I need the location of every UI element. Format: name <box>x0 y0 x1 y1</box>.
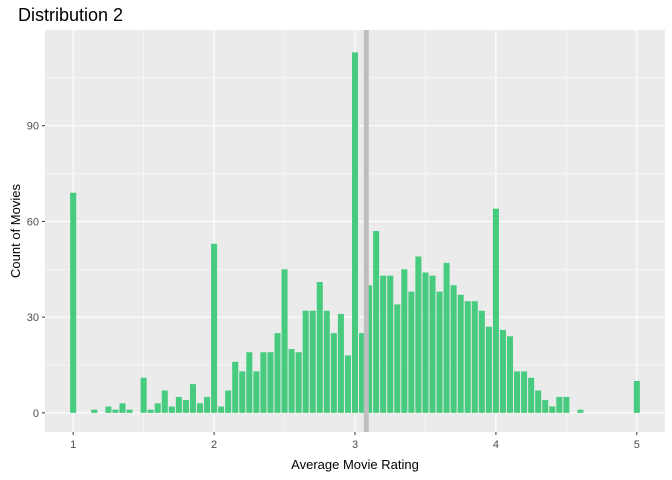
histogram-bar <box>401 269 408 413</box>
histogram-bars <box>70 52 640 413</box>
histogram-bar <box>281 269 288 413</box>
histogram-bar <box>126 409 133 413</box>
x-tick-label: 1 <box>70 439 76 451</box>
histogram-bar <box>344 355 351 413</box>
histogram-bar <box>253 371 260 413</box>
histogram-bar <box>309 310 316 413</box>
histogram-bar <box>408 291 415 413</box>
histogram-bar <box>521 371 528 413</box>
histogram-bar <box>239 371 246 413</box>
histogram-bar <box>302 310 309 413</box>
histogram-bar <box>506 336 514 413</box>
histogram-bar <box>267 352 274 413</box>
histogram-bar <box>112 409 119 413</box>
histogram-bar <box>274 333 281 413</box>
histogram-bar <box>528 377 535 413</box>
histogram-bar <box>168 406 175 413</box>
histogram-bar <box>260 352 267 413</box>
histogram-bar <box>288 349 295 413</box>
y-tick-label: 60 <box>27 216 39 228</box>
histogram-bar <box>457 294 464 413</box>
histogram-bar <box>189 384 196 413</box>
histogram-bar <box>323 310 330 413</box>
histogram-bar <box>633 380 640 413</box>
histogram-bar <box>366 285 373 413</box>
histogram-bar <box>70 192 77 413</box>
histogram-bar <box>549 406 556 413</box>
histogram-bar <box>246 352 253 413</box>
histogram-bar <box>154 403 161 413</box>
x-tick-label: 2 <box>211 439 217 451</box>
histogram-bar <box>499 329 506 413</box>
x-tick-label: 4 <box>493 439 499 451</box>
histogram-bar <box>105 406 112 413</box>
histogram-bar <box>225 390 232 413</box>
histogram-bar <box>147 409 154 413</box>
histogram-bar <box>337 313 344 413</box>
y-tick-label: 0 <box>33 408 39 420</box>
histogram-bar <box>182 400 189 413</box>
x-axis-title: Average Movie Rating <box>291 457 419 472</box>
histogram-bar <box>450 285 457 413</box>
chart-title: Distribution 2 <box>18 5 123 25</box>
histogram-bar <box>140 377 147 413</box>
histogram-bar <box>556 396 563 413</box>
histogram-bar <box>387 275 394 413</box>
y-axis-title: Count of Movies <box>8 184 23 278</box>
histogram-bar <box>316 282 323 413</box>
histogram-bar <box>422 272 429 413</box>
y-axis: 0 30 60 90 <box>27 121 45 420</box>
histogram-bar <box>514 371 521 413</box>
histogram-bar <box>471 301 478 413</box>
histogram-bar <box>464 301 471 413</box>
histogram-bar <box>218 406 225 413</box>
histogram-bar <box>204 396 211 413</box>
histogram-bar <box>535 390 542 413</box>
histogram-bar <box>91 409 98 413</box>
histogram-bar <box>542 400 549 413</box>
histogram-bar <box>161 390 168 413</box>
x-axis: 1 2 3 4 5 <box>70 432 640 451</box>
histogram-bar <box>429 275 436 413</box>
histogram-bar <box>196 403 204 413</box>
histogram-bar <box>295 352 302 413</box>
histogram-bar <box>359 333 366 413</box>
histogram-bar <box>394 304 401 413</box>
histogram-bar <box>485 326 492 413</box>
histogram-bar <box>492 208 499 413</box>
histogram-bar <box>563 396 570 413</box>
histogram-bar <box>211 243 218 413</box>
histogram-bar <box>232 361 239 413</box>
histogram-bar <box>175 396 182 413</box>
histogram-bar <box>436 291 443 413</box>
histogram-bar <box>119 403 126 413</box>
x-tick-label: 5 <box>634 439 640 451</box>
histogram-bar <box>373 231 380 413</box>
y-tick-label: 30 <box>27 312 39 324</box>
y-tick-label: 90 <box>27 121 39 133</box>
x-tick-label: 3 <box>352 439 358 451</box>
histogram-bar <box>478 310 485 413</box>
histogram-bar <box>330 333 337 413</box>
histogram-bar <box>415 256 422 413</box>
histogram-bar <box>351 52 359 413</box>
histogram-bar <box>577 409 584 413</box>
histogram-bar <box>380 275 387 413</box>
histogram-bar <box>443 262 450 413</box>
